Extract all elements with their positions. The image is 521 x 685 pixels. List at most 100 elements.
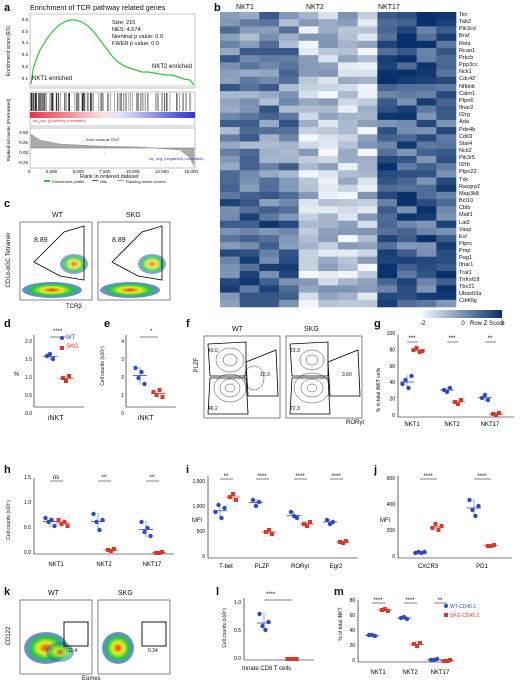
heatmap-cell [397, 26, 417, 34]
axis-text: 200 [387, 528, 396, 534]
heatmap-cell [436, 141, 457, 150]
y-tick: 0.25 [19, 140, 28, 145]
heatmap-cell [220, 155, 240, 164]
heatmap-cell [377, 12, 398, 20]
nkt2-enriched-label: NKT2 enriched [152, 64, 193, 70]
heatmap-cell [259, 271, 280, 279]
panel-label-g: g [374, 318, 381, 330]
i-ylabel: MFI [192, 518, 203, 524]
panel-label-c: c [4, 198, 11, 210]
heatmap-cell [318, 292, 339, 301]
heatmap-cell [318, 184, 339, 193]
heatmap-cell [416, 256, 437, 265]
heatmap-cell [416, 285, 437, 293]
data-point [59, 522, 64, 526]
heatmap-cell [318, 148, 339, 157]
heatmap-cell [239, 26, 260, 34]
d-xlabel: iNKT [48, 415, 64, 422]
heatmap-cell [338, 170, 358, 178]
heatmap-cell [318, 170, 339, 178]
heatmap-cell [416, 76, 437, 85]
heatmap-cell [318, 271, 339, 279]
heatmap-cell [357, 184, 378, 193]
heatmap-cell [397, 76, 417, 85]
heatmap-cell [220, 83, 240, 92]
heatmap-cell [279, 19, 299, 27]
heatmap-gene-label: Txk [459, 176, 469, 183]
heatmap-cell [239, 177, 260, 185]
heatmap-cell [298, 91, 319, 99]
data-point [406, 385, 411, 391]
heatmap-cell [298, 112, 319, 121]
data-point [439, 524, 444, 528]
heatmap-cell [357, 285, 378, 293]
heatmap-cell [436, 112, 457, 121]
heatmap-cell [220, 148, 240, 157]
axis-text: 400 [387, 502, 396, 508]
heatmap-cell [338, 206, 358, 214]
axis-text: *** [448, 336, 456, 342]
heatmap-cell [279, 285, 299, 293]
heatmap-cell [338, 256, 358, 265]
axis-text: 0 [202, 554, 205, 560]
legend-enrichment: Enrichment profile [52, 179, 85, 184]
heatmap-cell [436, 155, 457, 164]
y-tick: 1.0 [25, 375, 32, 381]
heatmap-cell [338, 292, 358, 301]
data-point [50, 356, 56, 362]
heatmap-gene-label: Trat1 [459, 269, 472, 276]
heatmap-cell [239, 19, 260, 27]
heatmap-cell [357, 148, 378, 157]
heatmap-cell [357, 19, 378, 27]
heatmap-cell [377, 191, 398, 200]
heatmap-cell [318, 199, 339, 207]
panel-label-h: h [4, 464, 11, 476]
heatmap-cell [436, 55, 457, 63]
data-point [433, 522, 438, 526]
heatmap-cell [318, 299, 339, 308]
heatmap-cell [416, 227, 437, 236]
data-point [139, 519, 144, 525]
heatmap-cell [436, 40, 457, 49]
heatmap-cell [357, 141, 378, 150]
axis-text: 20 [389, 397, 395, 403]
heatmap-cell [259, 299, 280, 308]
heatmap-gene-label: Pik3r5 [459, 155, 475, 162]
x-tick: 2,500 [45, 169, 58, 174]
heatmap-cell [436, 134, 457, 142]
heatmap-cell [357, 299, 378, 308]
axis-text: ** [224, 474, 229, 480]
heatmap-cell [298, 177, 319, 185]
data-point [136, 375, 141, 381]
heatmap-cell [436, 285, 457, 293]
heatmap-cell [357, 26, 378, 34]
y-tick: 2 [121, 375, 124, 381]
heatmap-cell [397, 134, 417, 142]
f-xlabel: RORγt [346, 420, 364, 426]
heatmap-cell [357, 170, 378, 178]
heatmap-cell [338, 299, 358, 308]
nkt1-enriched-label: NKT1 enriched [32, 76, 73, 82]
heatmap-cell [318, 163, 339, 171]
heatmap-cell [416, 40, 437, 49]
heatmap-gene-label: Pmp [459, 248, 471, 255]
heatmap-cell [220, 47, 240, 56]
f-skg-gate-1: 23.3 [290, 348, 300, 354]
heatmap-cell [220, 263, 240, 272]
e-sig: * [150, 329, 153, 335]
axis-text: 20 [349, 643, 355, 649]
heatmap-cell [298, 271, 319, 279]
heatmap-cell [357, 278, 378, 286]
panel-label-e: e [104, 318, 111, 330]
heatmap-cell [279, 235, 299, 243]
heatmap-cell [338, 62, 358, 70]
heatmap-cell [377, 271, 398, 279]
heatmap-cell [298, 119, 319, 128]
axis-text: Egr2 [330, 564, 343, 570]
heatmap-cell [279, 170, 299, 178]
heatmap-cell [357, 127, 378, 135]
axis-text: 1,500 [192, 479, 205, 485]
heatmap-cell [279, 134, 299, 142]
heatmap-cell [318, 33, 339, 42]
